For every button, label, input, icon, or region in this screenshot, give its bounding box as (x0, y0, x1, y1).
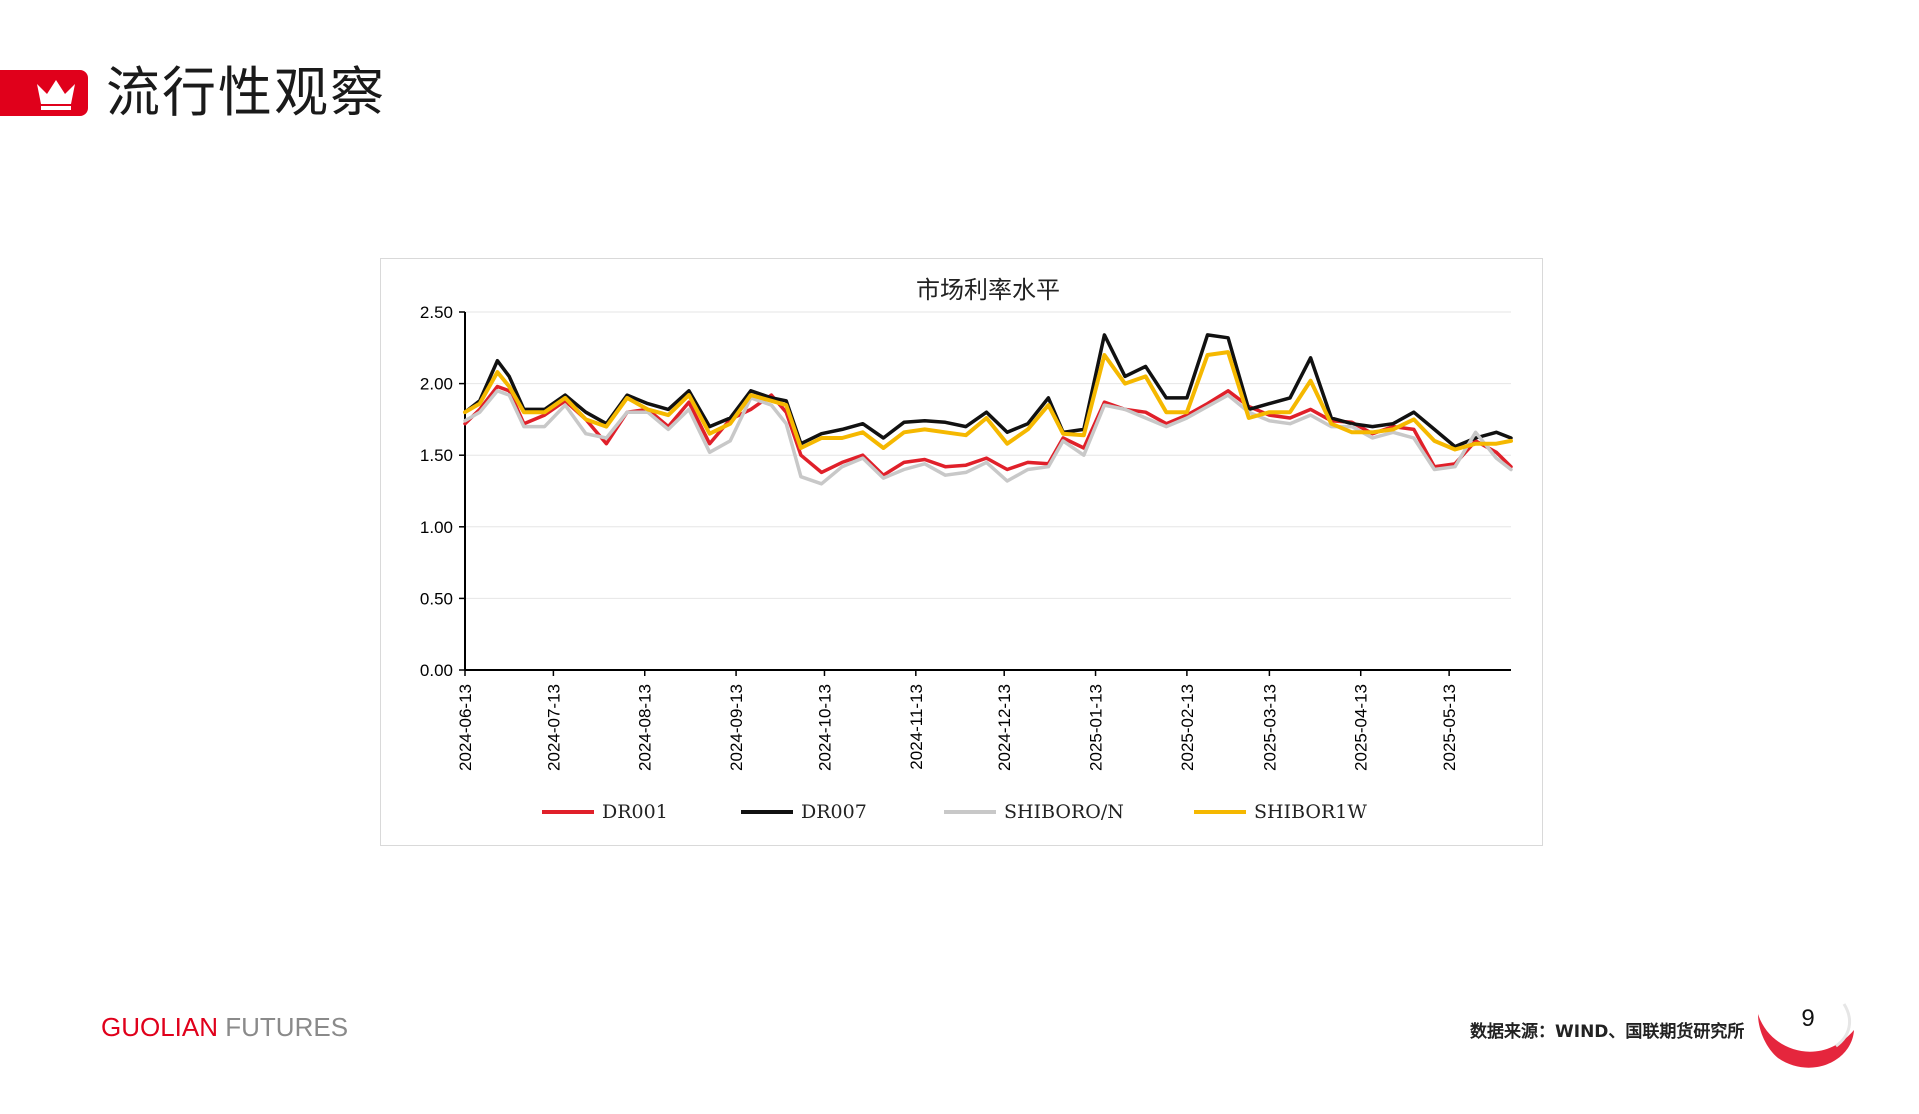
series-line-dr007 (463, 333, 1513, 449)
x-tick-label: 2024-08-13 (636, 684, 655, 771)
chart-frame (380, 258, 1543, 846)
legend-label: SHIBORO/N (1004, 801, 1124, 823)
y-tick-label: 1.50 (420, 446, 453, 465)
x-tick-label: 2025-05-13 (1440, 684, 1459, 771)
series-line-shibor1w (463, 350, 1513, 452)
chart-title: 市场利率水平 (916, 276, 1060, 304)
brand-part1: GUOLIAN (101, 1012, 219, 1042)
legend-label: SHIBOR1W (1254, 801, 1367, 823)
data-source-note: 数据来源：WIND、国联期货研究所 (1470, 1022, 1745, 1042)
x-tick-label: 2025-02-13 (1178, 684, 1197, 771)
brand-part2: FUTURES (225, 1012, 349, 1042)
page-title: 流行性观察 (106, 61, 386, 124)
y-tick-label: 0.50 (420, 589, 453, 608)
chart: 市场利率水平 0.00 0.50 1.00 1.50 2.00 2.50 2024-06-13… (420, 276, 1513, 823)
crown-icon (37, 80, 75, 110)
y-tick-label: 2.00 (420, 375, 453, 394)
x-tick-label: 2025-04-13 (1352, 684, 1371, 771)
y-tick-label: 0.00 (420, 661, 453, 680)
x-tick-label: 2024-12-13 (995, 684, 1014, 771)
page-number: 9 (1801, 1005, 1815, 1032)
x-tick-label: 2024-07-13 (544, 684, 563, 771)
x-tick-label: 2025-03-13 (1260, 684, 1279, 771)
x-tick-label: 2024-10-13 (815, 684, 834, 771)
y-tick-label: 1.00 (420, 518, 453, 537)
x-tick-label: 2025-01-13 (1087, 684, 1106, 771)
y-tick-label: 2.50 (420, 303, 453, 322)
x-tick-label: 2024-09-13 (727, 684, 746, 771)
x-tick-label: 2024-06-13 (456, 684, 475, 771)
brand-logo-text: GUOLIAN FUTURES (101, 1012, 348, 1042)
page-number-badge (1758, 1003, 1854, 1068)
x-tick-label: 2024-11-13 (907, 684, 926, 770)
legend-label: DR001 (602, 801, 668, 823)
legend-label: DR007 (801, 801, 867, 823)
